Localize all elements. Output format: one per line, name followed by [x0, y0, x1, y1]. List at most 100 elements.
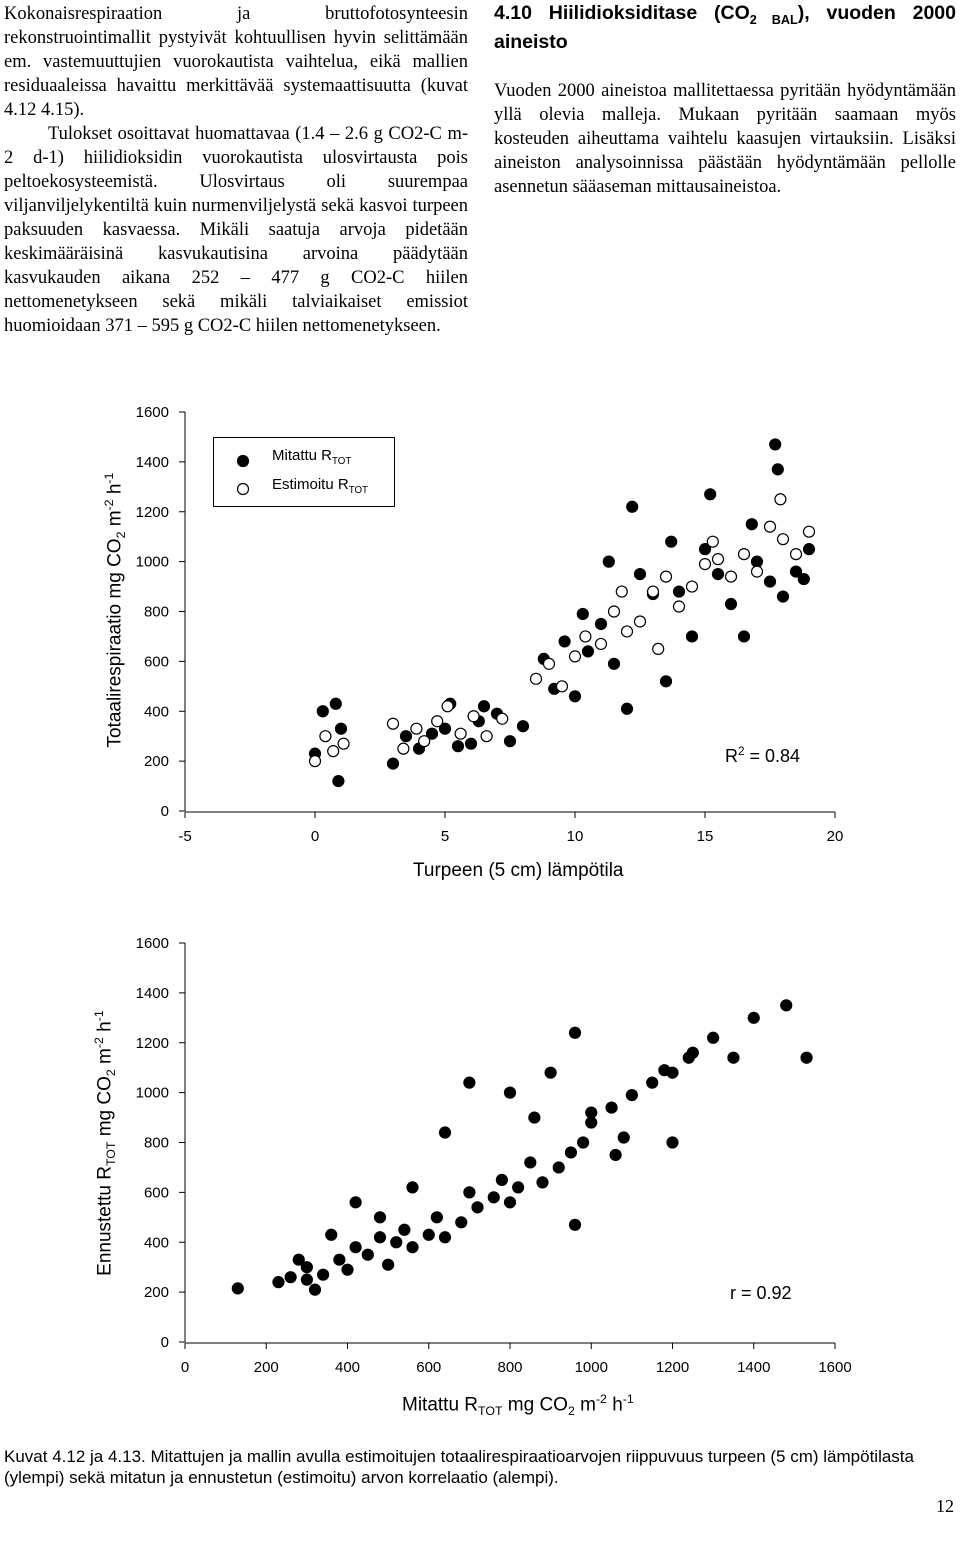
t: h: [606, 1394, 623, 1416]
t: mg CO: [502, 1394, 568, 1416]
point: [665, 535, 678, 548]
point: [672, 600, 686, 613]
x-tick-label: 15: [697, 828, 714, 845]
t: TOT: [332, 456, 352, 467]
legend-marker: [236, 454, 250, 468]
t: 2: [738, 745, 745, 758]
point: [633, 567, 647, 581]
point: [441, 700, 454, 713]
point: [308, 755, 322, 768]
point: [317, 1268, 330, 1281]
legend-marker: [236, 482, 250, 496]
point: [334, 722, 348, 735]
t: R: [725, 746, 738, 766]
t: m: [574, 1394, 596, 1416]
point: [633, 615, 647, 628]
point: [707, 1031, 720, 1044]
point: [528, 1111, 541, 1124]
point: [438, 722, 452, 735]
t: Estimoitu R: [272, 476, 349, 493]
point: [496, 712, 509, 725]
point: [745, 518, 758, 531]
y-tick-label: 0: [161, 1334, 169, 1351]
point: [620, 702, 634, 715]
point: [659, 675, 673, 688]
paragraph: Kokonaisrespiraation ja bruttofotosyntee…: [4, 4, 468, 120]
point: [438, 1126, 452, 1139]
point: [568, 1218, 582, 1231]
y-tick-label: 200: [144, 1284, 169, 1301]
point: [698, 543, 712, 556]
point: [300, 1261, 313, 1274]
point: [652, 642, 665, 656]
point: [410, 722, 423, 735]
x-tick-label: 1000: [575, 1359, 608, 1376]
t: -2: [91, 1037, 106, 1049]
x-tick-label: 5: [441, 828, 449, 845]
point: [659, 570, 673, 583]
point: [727, 1051, 740, 1064]
point: [430, 1211, 443, 1224]
point: [763, 520, 777, 533]
point: [471, 1201, 484, 1214]
heading-text: ), vuoden 2000 aineisto: [494, 2, 956, 53]
point: [316, 705, 329, 718]
y-axis-label: Ennustettu RTOT mg CO2 m-2 h-1: [92, 933, 118, 1353]
legend-label: Mitattu RTOT: [272, 447, 351, 467]
t: Mitattu R: [402, 1394, 479, 1416]
point: [451, 740, 465, 753]
t: 2: [104, 1069, 119, 1077]
point: [579, 630, 592, 643]
paragraph: Vuoden 2000 aineistoa mallitettaessa pyr…: [494, 80, 956, 197]
t: TOT: [348, 485, 369, 496]
y-axis-label: Totaalirespiraatio mg CO2 m-2 h-1: [102, 400, 128, 820]
point: [789, 565, 803, 578]
point: [390, 1236, 403, 1249]
point: [568, 690, 582, 703]
point: [750, 565, 764, 578]
point: [425, 727, 439, 740]
point: [512, 1181, 525, 1194]
x-tick-label: 20: [827, 828, 844, 845]
point: [658, 1064, 671, 1077]
left-column: Kokonaisrespiraation ja bruttofotosyntee…: [4, 2, 468, 338]
point: [568, 650, 582, 663]
x-tick-label: 0: [311, 828, 319, 845]
t: Totaalirespiraatio mg CO: [104, 538, 126, 748]
y-tick-label: 1000: [136, 1085, 169, 1102]
t: -1: [622, 1392, 634, 1406]
x-axis-label: Turpeen (5 cm) lämpötila: [413, 860, 624, 881]
x-tick-label: 1400: [737, 1359, 770, 1376]
x-axis-label: Mitattu RTOT mg CO2 m-2 h-1: [402, 1392, 634, 1418]
point: [464, 737, 478, 750]
x-tick-label: 1600: [818, 1359, 851, 1376]
point: [724, 570, 738, 583]
point: [406, 1181, 419, 1194]
y-tick-label: 1000: [136, 554, 169, 571]
point: [544, 1066, 557, 1079]
t: TOT: [104, 1141, 119, 1167]
paragraph: Tulokset osoittavat huomattavaa (1.4 – 2…: [4, 124, 468, 336]
point: [292, 1253, 305, 1266]
point: [750, 555, 764, 568]
t: -2: [595, 1392, 607, 1406]
point: [704, 488, 717, 501]
point: [438, 1231, 452, 1244]
legend: Mitattu RTOT Estimoitu RTOT: [213, 437, 395, 507]
point: [617, 1131, 630, 1144]
y-tick-label: 1600: [136, 404, 169, 421]
point: [399, 730, 413, 743]
point: [231, 1282, 244, 1295]
point: [609, 1148, 622, 1162]
point: [422, 1228, 435, 1241]
y-tick-label: 1400: [136, 985, 169, 1002]
point: [272, 1276, 285, 1289]
point: [524, 1156, 537, 1169]
heading: 4.10 Hiilidioksiditase (CO2 BAL), vuoden…: [494, 2, 956, 53]
t: 2: [114, 531, 129, 539]
point: [769, 438, 782, 451]
y-tick-label: 600: [144, 653, 169, 670]
point: [568, 1026, 582, 1039]
point: [789, 548, 803, 561]
